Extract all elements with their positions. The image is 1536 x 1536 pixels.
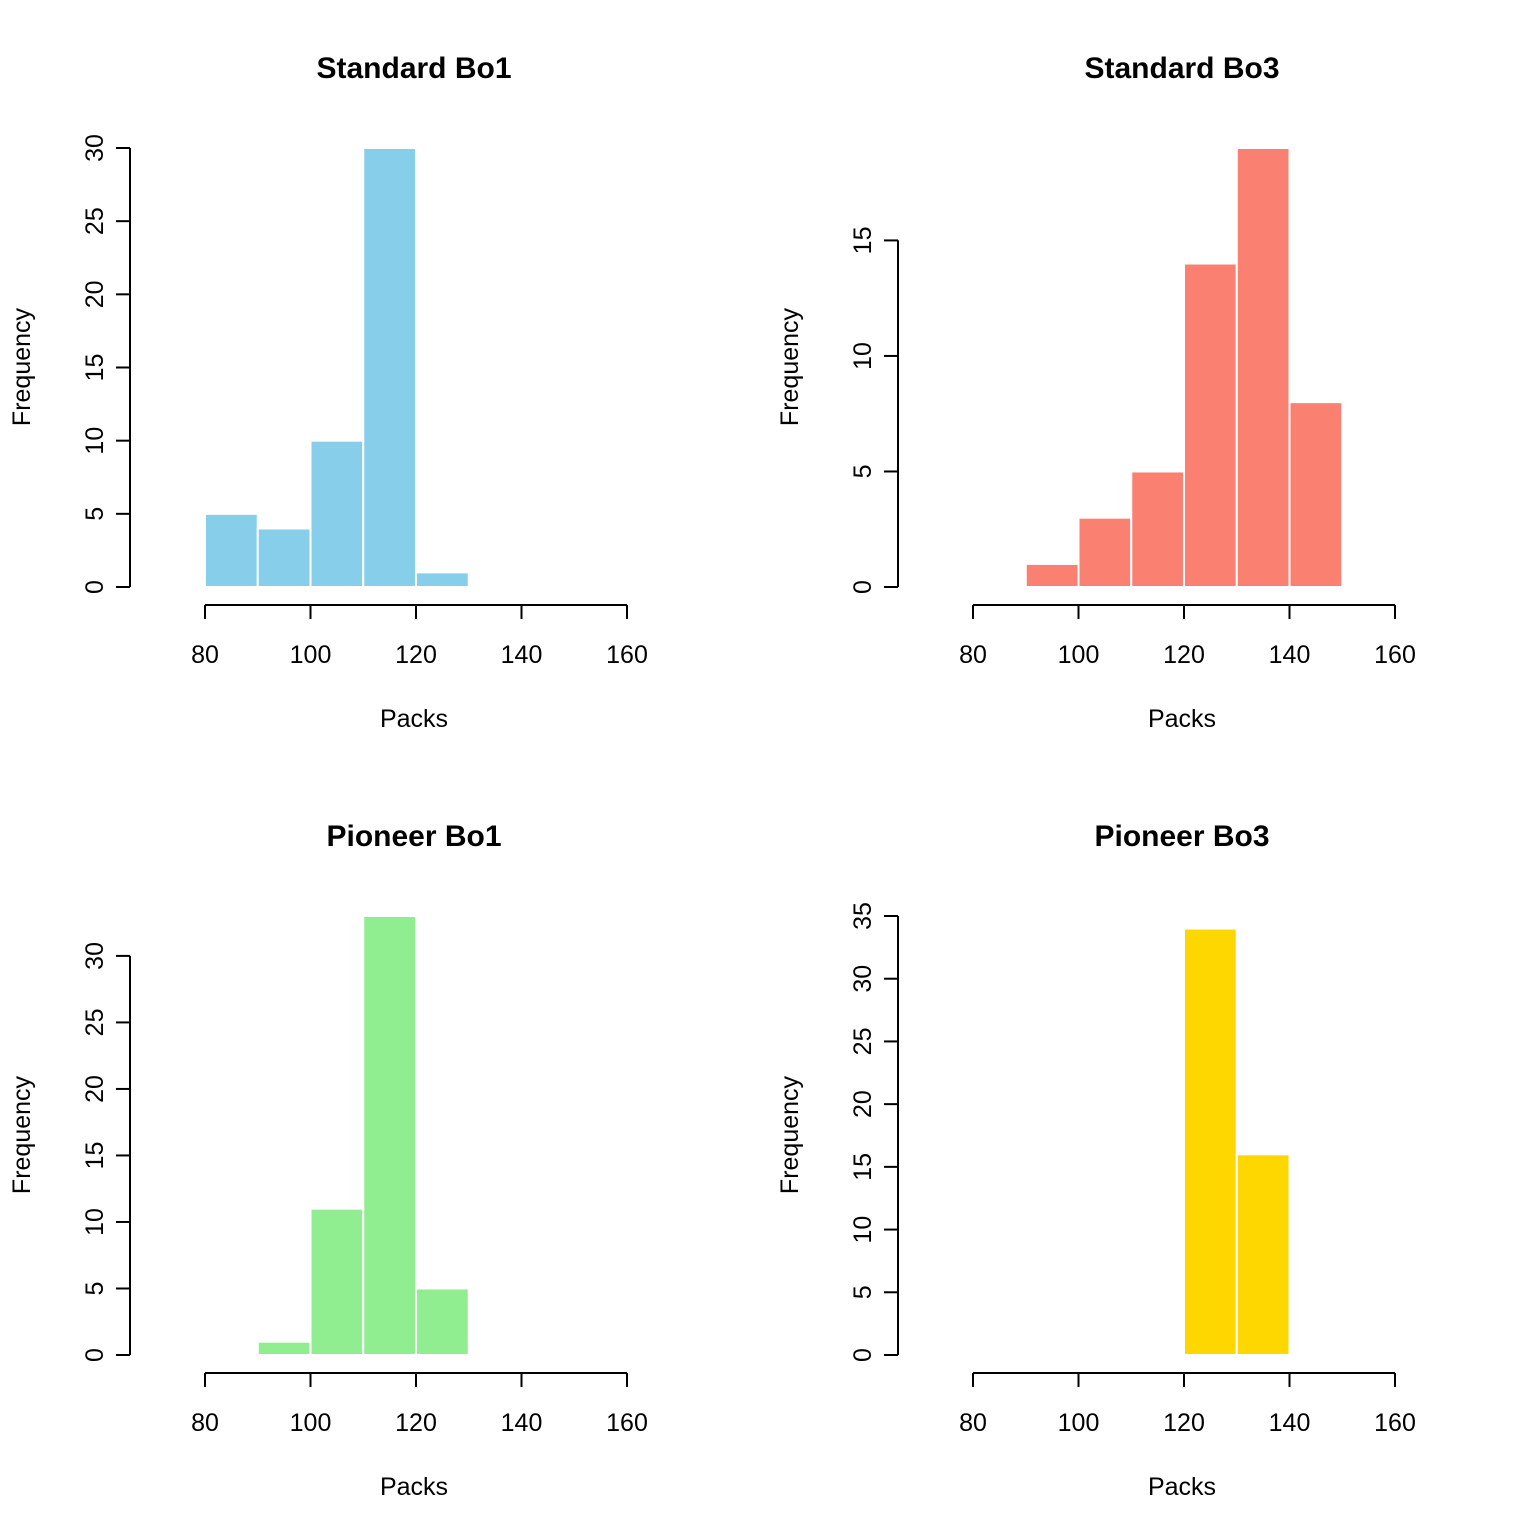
- y-tick-label: 15: [81, 354, 109, 382]
- y-axis-label: Frequency: [8, 307, 36, 426]
- x-tick-label: 140: [501, 641, 543, 669]
- x-axis-label: Packs: [1148, 1473, 1216, 1501]
- x-tick-label: 160: [1374, 1409, 1416, 1437]
- histogram-bar: [415, 1287, 470, 1357]
- x-tick-label: 80: [191, 1409, 219, 1437]
- x-tick-label: 140: [1269, 1409, 1311, 1437]
- y-tick-label: 30: [81, 942, 109, 970]
- y-tick-label: 5: [81, 507, 109, 521]
- y-axis-label: Frequency: [776, 1075, 804, 1194]
- histogram-bar: [1235, 147, 1291, 588]
- chart-panel: Standard Bo3 0 5 10 15 80 100 120 140 160 Packs Fre…: [776, 52, 1416, 733]
- histogram-bar: [1183, 262, 1238, 588]
- x-tick-label: 120: [1163, 1409, 1205, 1437]
- x-tick-label: 160: [1374, 641, 1416, 669]
- y-tick-label: 25: [849, 1028, 877, 1056]
- y-tick-label: 10: [81, 427, 109, 455]
- y-tick-label: 5: [81, 1282, 109, 1296]
- x-axis-label: Packs: [380, 1473, 448, 1501]
- histogram-bar: [362, 915, 417, 1356]
- x-tick-label: 160: [606, 641, 648, 669]
- y-tick-label: 5: [849, 465, 877, 479]
- x-tick-label: 120: [395, 641, 437, 669]
- x-tick-label: 80: [959, 1409, 987, 1437]
- y-tick-label: 10: [849, 342, 877, 370]
- y-tick-label: 0: [81, 580, 109, 594]
- y-tick-label: 25: [81, 207, 109, 235]
- histogram-bar: [256, 1340, 312, 1356]
- chart-title: Standard Bo3: [1084, 52, 1279, 85]
- x-tick-label: 80: [959, 641, 987, 669]
- y-tick-label: 30: [81, 134, 109, 162]
- y-tick-label: 30: [849, 965, 877, 993]
- histogram-bar: [362, 147, 417, 588]
- histogram-bar: [1024, 562, 1080, 588]
- y-tick-label: 35: [849, 902, 877, 930]
- y-axis-label: Frequency: [776, 307, 804, 426]
- y-axis-label: Frequency: [8, 1075, 36, 1194]
- chart-panel: Pioneer Bo1 0 5 10 15 20 25 30 80 100 120 140 160 Pac…: [8, 820, 648, 1501]
- chart-panel: Pioneer Bo3 0 5 10 15 20 25 30 35 80 100 120 140 160 P…: [776, 820, 1416, 1501]
- y-tick-label: 20: [81, 280, 109, 308]
- y-tick-label: 20: [81, 1075, 109, 1103]
- x-tick-label: 100: [1058, 1409, 1100, 1437]
- x-tick-label: 120: [395, 1409, 437, 1437]
- chart-title: Standard Bo1: [316, 52, 511, 85]
- x-axis-label: Packs: [380, 705, 448, 733]
- y-tick-label: 0: [849, 580, 877, 594]
- x-tick-label: 120: [1163, 641, 1205, 669]
- x-tick-label: 140: [501, 1409, 543, 1437]
- x-tick-label: 100: [290, 641, 332, 669]
- x-tick-label: 160: [606, 1409, 648, 1437]
- y-tick-label: 25: [81, 1009, 109, 1037]
- y-tick-label: 0: [81, 1348, 109, 1362]
- x-tick-label: 80: [191, 641, 219, 669]
- x-tick-label: 100: [290, 1409, 332, 1437]
- histogram-bar: [415, 571, 470, 588]
- histogram-bar: [1183, 927, 1238, 1357]
- x-tick-label: 100: [1058, 641, 1100, 669]
- histogram-bar: [1130, 470, 1185, 589]
- y-tick-label: 15: [849, 227, 877, 255]
- y-tick-label: 20: [849, 1090, 877, 1118]
- histogram-bar: [256, 527, 312, 589]
- y-tick-label: 10: [849, 1216, 877, 1244]
- chart-title: Pioneer Bo3: [1094, 820, 1269, 853]
- y-tick-label: 5: [849, 1285, 877, 1299]
- histogram-bar: [204, 512, 259, 588]
- y-tick-label: 10: [81, 1208, 109, 1236]
- y-tick-label: 15: [849, 1153, 877, 1181]
- y-tick-label: 15: [81, 1142, 109, 1170]
- y-tick-label: 0: [849, 1348, 877, 1362]
- chart-title: Pioneer Bo1: [326, 820, 501, 853]
- histogram-bar: [309, 439, 365, 588]
- histogram-bar: [309, 1207, 365, 1356]
- x-tick-label: 140: [1269, 641, 1311, 669]
- histogram-bar: [1077, 516, 1133, 588]
- chart-panel: Standard Bo1 0 5 10 15 20 25 30 80 100 120 140 160 Pa…: [8, 52, 648, 733]
- histogram-bar: [1288, 401, 1344, 588]
- histogram-bar: [1235, 1153, 1291, 1357]
- x-axis-label: Packs: [1148, 705, 1216, 733]
